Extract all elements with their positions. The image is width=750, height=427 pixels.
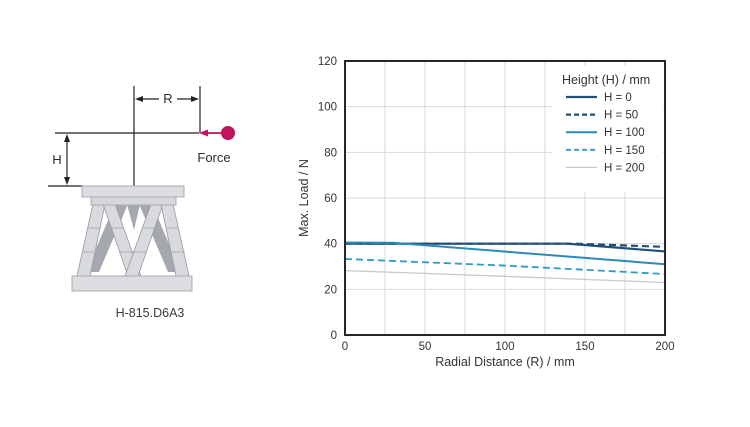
legend-label-2: H = 100 xyxy=(604,127,645,139)
series-line-2 xyxy=(344,241,666,266)
x-tick-label: 200 xyxy=(655,341,674,353)
legend-title: Height (H) / mm xyxy=(562,73,650,87)
force-arrowhead-icon xyxy=(199,129,208,137)
y-tick-label: 40 xyxy=(324,239,337,251)
y-tick-label: 120 xyxy=(318,56,337,68)
radius-label: R xyxy=(163,91,172,106)
hexapod-base-platform xyxy=(71,275,193,292)
y-tick-label: 100 xyxy=(318,102,337,114)
series-line-4 xyxy=(344,269,666,284)
hexapod-illustration xyxy=(71,185,193,292)
radius-arrow-right-icon xyxy=(191,96,199,102)
y-tick-label: 60 xyxy=(324,193,337,205)
hexapod-top-platform xyxy=(81,185,185,198)
y-tick-label: 0 xyxy=(331,330,337,342)
legend-background xyxy=(552,66,663,192)
radius-arrow-left-icon xyxy=(135,96,143,102)
legend-label-1: H = 50 xyxy=(604,110,638,122)
x-axis-label: Radial Distance (R) / mm xyxy=(435,355,575,369)
legend-label-4: H = 200 xyxy=(604,162,645,174)
legend-label-3: H = 150 xyxy=(604,145,645,157)
force-point-icon xyxy=(221,126,235,140)
height-label: H xyxy=(52,152,61,167)
height-arrow-down-icon xyxy=(64,177,70,185)
hexapod-rear-wedge xyxy=(127,204,140,230)
y-tick-label: 80 xyxy=(324,147,337,159)
y-axis-label: Max. Load / N xyxy=(297,159,311,237)
height-arrow-up-icon xyxy=(64,134,70,142)
series-line-1 xyxy=(345,242,666,248)
x-tick-label: 100 xyxy=(495,341,514,353)
chart-border xyxy=(344,60,666,336)
x-tick-label: 150 xyxy=(575,341,594,353)
series-line-3 xyxy=(344,258,666,275)
x-tick-label: 0 xyxy=(342,341,348,353)
force-arrow xyxy=(199,126,235,140)
x-tick-label: 50 xyxy=(419,341,432,353)
legend-label-0: H = 0 xyxy=(604,92,632,104)
force-label: Force xyxy=(197,150,230,165)
model-name: H-815.D6A3 xyxy=(116,306,185,320)
y-tick-label: 20 xyxy=(324,284,337,296)
